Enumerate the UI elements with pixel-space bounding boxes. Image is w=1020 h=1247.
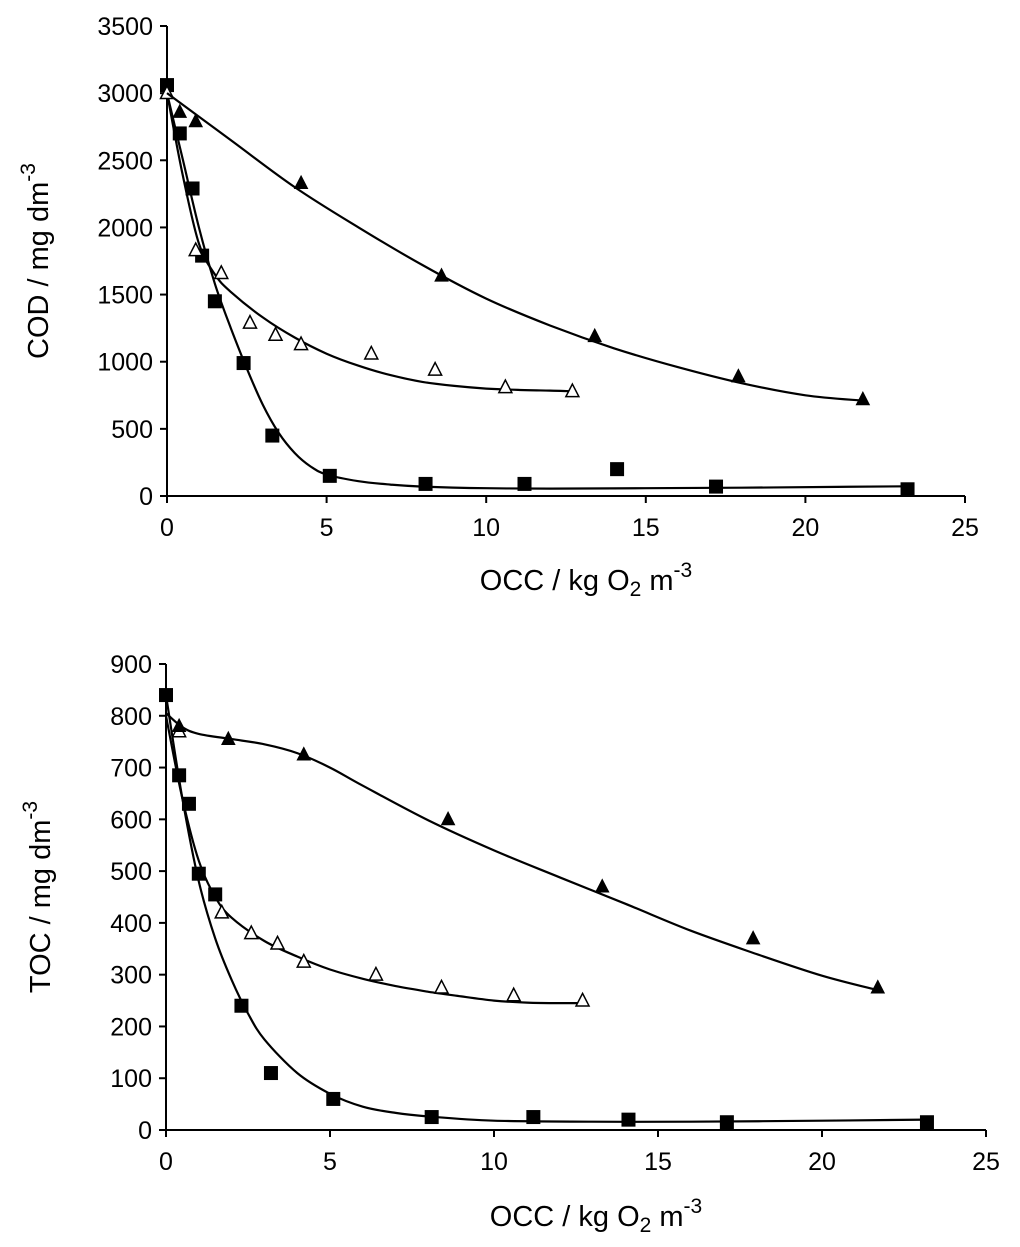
cod-x-tick-label: 15 [632, 514, 660, 542]
toc-square-point [919, 1115, 934, 1130]
toc-x-axis-label: OCC / kg O2 m-3 [490, 1195, 702, 1237]
cod-open-triangle-point [427, 360, 443, 376]
cod-square-point [265, 428, 280, 443]
toc-x-tick-label: 15 [644, 1148, 672, 1176]
cod-fit-curve-filled-triangle [166, 92, 864, 402]
toc-series-filled-square [159, 688, 934, 1130]
toc-y-tick-label: 500 [110, 858, 152, 886]
cod-y-tick-label: 2500 [97, 147, 153, 175]
cod-open-triangle-point [564, 382, 581, 398]
cod-y-tick-label: 3000 [97, 80, 153, 108]
toc-open-triangle-point [368, 965, 384, 981]
cod-y-tick-label: 3500 [97, 13, 153, 41]
cod-filled-triangle-point [293, 174, 309, 190]
toc-square-point [526, 1110, 541, 1125]
cod-series-open-triangle [159, 84, 581, 398]
cod-open-triangle-point [187, 241, 204, 257]
cod-square-point [709, 479, 724, 494]
toc-x-tick-label: 0 [159, 1148, 173, 1176]
toc-fit-curve-open-triangle [164, 715, 583, 1005]
toc-square-point [719, 1115, 734, 1130]
toc-series-filled-triangle [165, 712, 886, 994]
toc-open-triangle-point [296, 952, 312, 968]
toc-open-triangle-point [505, 986, 522, 1002]
cod-y-tick-label: 0 [139, 483, 153, 511]
toc-filled-triangle-point [745, 930, 761, 945]
toc-square-point [159, 688, 173, 703]
cod-square-point [418, 476, 433, 491]
toc-open-triangle-point [243, 924, 260, 940]
cod-x-tick-label: 5 [320, 514, 334, 542]
cod-square-point [322, 468, 337, 483]
cod-square-point [207, 294, 222, 309]
cod-filled-triangle-point [172, 103, 188, 118]
toc-panel: 0 100 200 300 400 500 600 700 800 900 0 5 10 15 20 25 OC… [19, 651, 1000, 1237]
toc-square-point [621, 1112, 636, 1127]
cod-y-tick-label: 1500 [97, 282, 153, 310]
cod-y-tick-label: 1000 [97, 349, 153, 377]
toc-square-point [234, 998, 249, 1013]
cod-open-triangle-point [497, 378, 514, 394]
toc-y-tick-label: 800 [110, 703, 152, 731]
toc-square-point [172, 768, 187, 783]
cod-filled-triangle-point [855, 391, 871, 406]
cod-y-axis-label: COD / mg dm-3 [17, 163, 55, 359]
toc-square-point [424, 1110, 439, 1125]
cod-y-tick-label: 2000 [97, 214, 153, 242]
toc-y-tick-label: 200 [110, 1013, 152, 1041]
cod-open-triangle-point [293, 335, 309, 351]
toc-fit-curve-filled-square [164, 694, 928, 1123]
toc-fit-curve-filled-triangle [165, 712, 879, 992]
toc-x-tick-label: 20 [808, 1148, 836, 1176]
cod-open-triangle-point [363, 344, 380, 360]
cod-square-point [185, 181, 200, 196]
cod-y-tick-label: 500 [111, 416, 153, 444]
cod-filled-triangle-point [587, 327, 603, 343]
cod-square-point [900, 482, 915, 497]
cod-open-triangle-point [242, 313, 258, 329]
cod-panel: 0 500 1000 1500 2000 2500 3000 3500 0 5 10 15 20 25 OC… [17, 13, 979, 601]
toc-filled-triangle-point [440, 811, 456, 826]
toc-x-tick-label: 25 [972, 1148, 1000, 1176]
toc-open-triangle-point [214, 903, 230, 919]
cod-x-tick-label: 0 [160, 514, 174, 542]
toc-series-open-triangle [164, 715, 591, 1007]
cod-filled-triangle-point [731, 368, 746, 383]
cod-x-axis-label: OCC / kg O2 m-3 [480, 559, 692, 601]
toc-square-point [263, 1066, 278, 1081]
cod-square-point [610, 462, 625, 477]
cod-x-tick-label: 20 [791, 514, 819, 542]
toc-open-triangle-point [433, 978, 450, 994]
toc-x-tick-label: 5 [323, 1148, 337, 1176]
toc-filled-triangle-point [870, 979, 886, 994]
toc-filled-triangle-point [171, 717, 187, 733]
cod-x-tick-label: 25 [951, 514, 979, 542]
cod-series-filled-triangle [166, 92, 871, 406]
toc-x-tick-label: 10 [480, 1148, 508, 1176]
cod-fit-curve-filled-square [165, 92, 908, 490]
cod-series-filled-square [160, 78, 915, 497]
toc-filled-triangle-point [296, 746, 312, 761]
toc-filled-triangle-point [594, 878, 610, 893]
toc-filled-triangle-point [220, 730, 236, 745]
cod-filled-triangle-point [188, 113, 204, 128]
toc-y-tick-label: 100 [110, 1065, 152, 1093]
toc-open-triangle-point [269, 934, 286, 950]
toc-y-tick-label: 300 [110, 962, 152, 990]
toc-y-axis-label: TOC / mg dm-3 [19, 801, 57, 993]
toc-y-tick-label: 600 [110, 806, 152, 834]
cod-filled-triangle-point [434, 267, 449, 282]
cod-square-point [236, 356, 251, 371]
toc-y-tick-label: 900 [110, 651, 152, 679]
toc-y-tick-label: 400 [110, 910, 152, 938]
toc-open-triangle-point [574, 991, 591, 1007]
cod-open-triangle-point [213, 264, 229, 280]
toc-y-tick-label: 700 [110, 755, 152, 783]
toc-y-tick-label: 0 [138, 1117, 152, 1145]
cod-x-tick-label: 10 [472, 514, 500, 542]
cod-open-triangle-point [267, 326, 284, 342]
cod-square-point [517, 476, 532, 491]
toc-square-point [326, 1091, 341, 1106]
